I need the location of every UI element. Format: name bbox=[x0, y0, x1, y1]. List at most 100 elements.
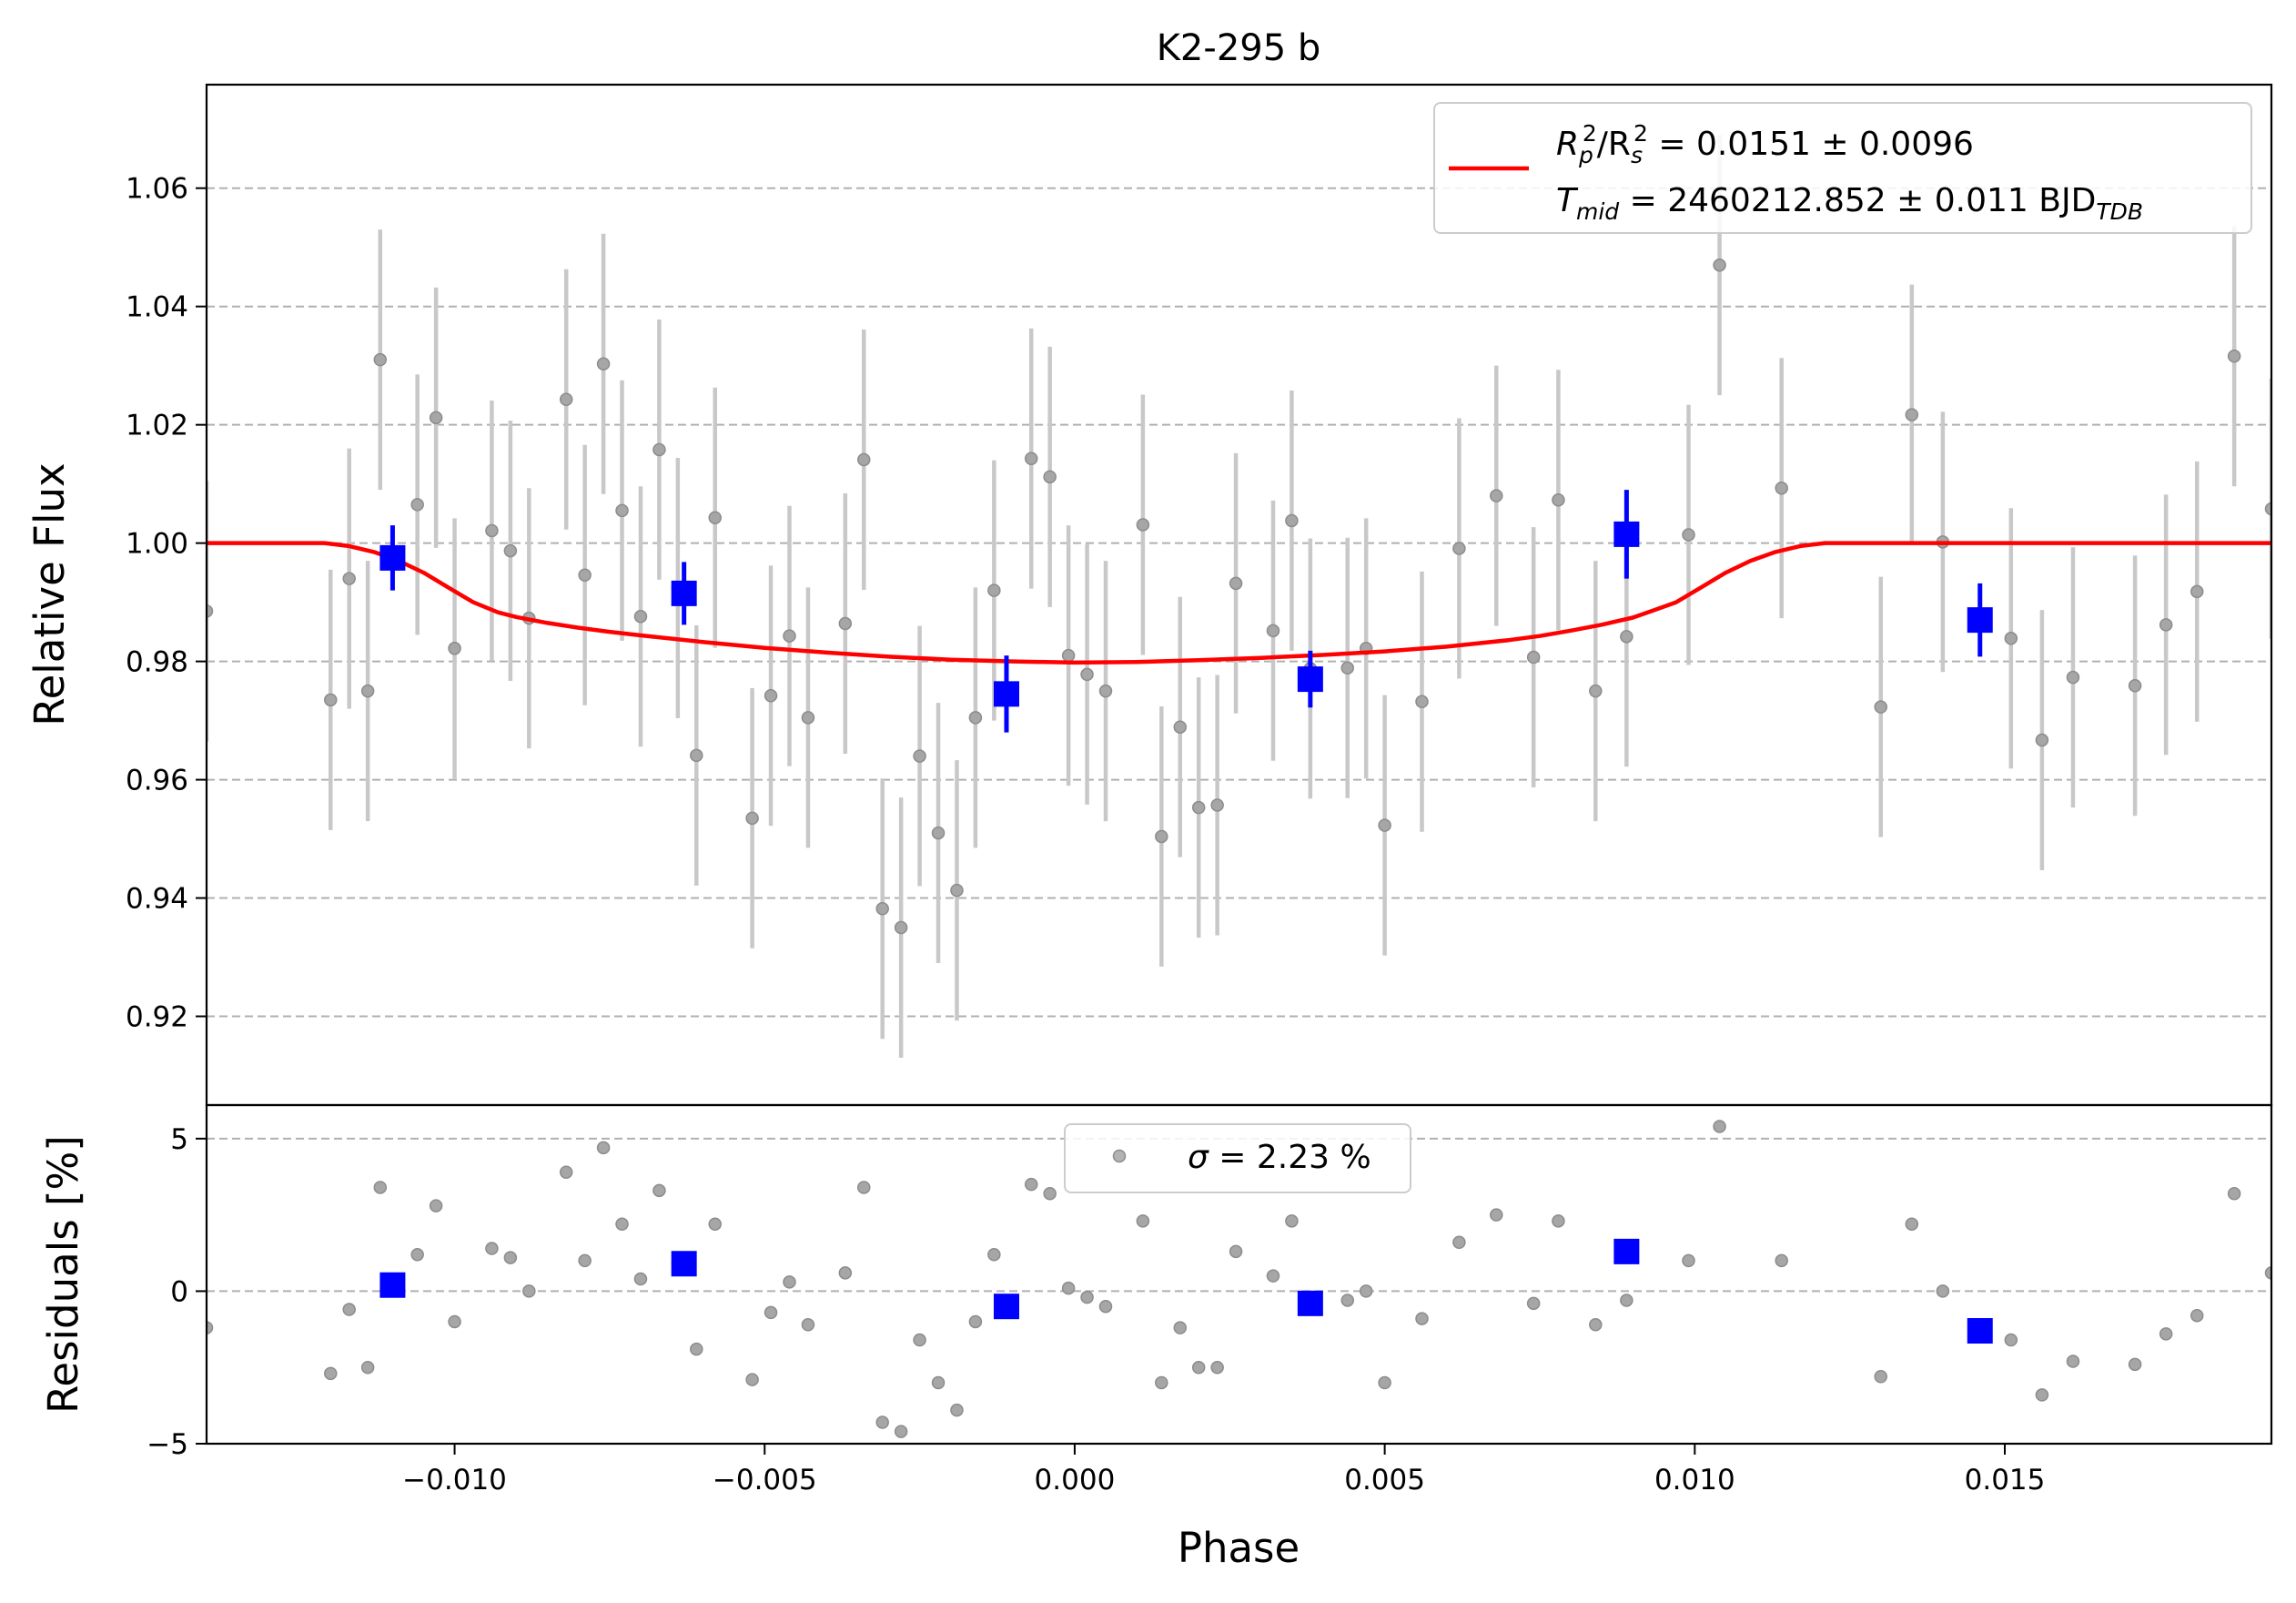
residual-point bbox=[373, 1181, 388, 1194]
binned-residual-point bbox=[1967, 1318, 1993, 1344]
flux-point bbox=[838, 616, 853, 631]
residual-point bbox=[1378, 1375, 1391, 1390]
residual-point bbox=[1490, 1208, 1503, 1222]
flux-point bbox=[801, 711, 815, 725]
binned-residual-point bbox=[379, 1272, 406, 1298]
residual-point bbox=[913, 1333, 926, 1347]
residuals-y-axis-label: Residuals [%] bbox=[39, 1135, 87, 1414]
residual-point bbox=[2004, 1333, 2018, 1347]
residual-point bbox=[1526, 1296, 1541, 1311]
legend-residual-marker bbox=[1112, 1149, 1127, 1163]
residual-point bbox=[1775, 1253, 1788, 1268]
flux-point bbox=[1061, 648, 1076, 663]
flux-point bbox=[783, 629, 796, 643]
flux-y-tick-label: 1.04 bbox=[126, 291, 188, 324]
flux-legend-box bbox=[1433, 102, 2252, 234]
flux-y-tick-label: 1.06 bbox=[126, 173, 188, 206]
residual-point bbox=[1191, 1360, 1206, 1375]
flux-y-tick-label: 1.00 bbox=[126, 528, 188, 561]
residual-point bbox=[987, 1247, 1001, 1262]
x-axis-label: Phase bbox=[1178, 1524, 1300, 1572]
residuals-legend-box bbox=[1064, 1123, 1411, 1193]
binned-residual-point bbox=[1613, 1238, 1640, 1264]
flux-y-tick-label: 0.94 bbox=[126, 883, 188, 916]
flux-point bbox=[1136, 518, 1150, 532]
residuals-legend: σ = 2.23 % bbox=[1064, 1123, 1411, 1193]
flux-point bbox=[1775, 481, 1788, 495]
flux-point bbox=[894, 920, 908, 935]
residual-point bbox=[1061, 1281, 1076, 1295]
residual-point bbox=[1713, 1120, 1726, 1133]
residual-point bbox=[578, 1253, 592, 1268]
flux-point bbox=[2190, 584, 2204, 599]
residual-point bbox=[1173, 1321, 1188, 1334]
flux-point bbox=[1526, 650, 1541, 665]
residual-point bbox=[764, 1305, 778, 1320]
residual-point bbox=[1359, 1284, 1373, 1298]
binned-residual-points bbox=[379, 1238, 1993, 1344]
residual-point bbox=[1905, 1217, 1919, 1231]
flux-point bbox=[1620, 630, 1633, 644]
flux-point bbox=[913, 749, 926, 763]
flux-point bbox=[1285, 513, 1299, 528]
residual-point bbox=[2066, 1354, 2080, 1368]
residual-point bbox=[1415, 1312, 1429, 1325]
residual-point bbox=[857, 1181, 871, 1194]
residual-point bbox=[1589, 1318, 1603, 1332]
flux-point bbox=[360, 684, 375, 698]
flux-point bbox=[1682, 528, 1695, 542]
x-tick-label: 0.010 bbox=[1654, 1464, 1735, 1496]
residual-point bbox=[1874, 1370, 1887, 1384]
flux-point bbox=[1043, 470, 1057, 484]
residual-point bbox=[522, 1284, 536, 1298]
residuals-plot-area bbox=[207, 1120, 2271, 1438]
flux-gridlines bbox=[207, 187, 2271, 1018]
residual-point bbox=[342, 1303, 356, 1316]
binned-flux-point bbox=[1613, 521, 1640, 547]
flux-point bbox=[559, 392, 573, 406]
flux-point bbox=[708, 511, 722, 524]
flux-point bbox=[633, 609, 648, 624]
x-tick-label: −0.010 bbox=[402, 1464, 507, 1496]
residual-point bbox=[931, 1375, 946, 1390]
chart-title: K2-295 b bbox=[1157, 27, 1321, 69]
flux-point bbox=[652, 442, 666, 457]
residual-point bbox=[1024, 1177, 1038, 1192]
flux-y-tick-label: 0.92 bbox=[126, 1001, 188, 1034]
residuals-axes-frame bbox=[205, 1103, 2273, 1446]
legend-sigma-text: σ = 2.23 % bbox=[1188, 1139, 1371, 1176]
residual-point bbox=[633, 1272, 648, 1286]
flux-point bbox=[503, 543, 518, 558]
residual-point bbox=[708, 1217, 722, 1231]
flux-point bbox=[2264, 502, 2271, 516]
flux-point bbox=[1490, 489, 1503, 502]
residual-point bbox=[503, 1251, 518, 1264]
flux-point bbox=[1266, 624, 1280, 638]
flux-point bbox=[1080, 667, 1094, 682]
residuals-y-ticks: −5 0 5 bbox=[147, 1123, 207, 1461]
x-tick-label: 0.005 bbox=[1344, 1464, 1425, 1496]
residual-point bbox=[559, 1165, 573, 1179]
x-tick-label: −0.005 bbox=[713, 1464, 817, 1496]
flux-y-axis-label: Relative Flux bbox=[25, 462, 74, 725]
flux-point bbox=[745, 811, 759, 826]
binned-flux-point bbox=[1967, 607, 1993, 634]
residual-point bbox=[783, 1275, 796, 1289]
flux-point bbox=[2066, 670, 2080, 685]
flux-point bbox=[764, 689, 778, 703]
residuals-y-tick-label: 0 bbox=[170, 1275, 188, 1308]
binned-residual-point bbox=[993, 1294, 1019, 1320]
flux-point bbox=[2004, 632, 2018, 645]
residual-point bbox=[652, 1183, 666, 1198]
flux-panel: 0.92 0.94 0.96 0.98 1.00 1.02 1.04 1.06 Relativ… bbox=[25, 83, 2273, 1107]
residual-point bbox=[1936, 1284, 1950, 1298]
flux-point bbox=[950, 883, 964, 898]
residuals-panel: −5 0 5 −0.010 −0.005 0.000 0.005 0.010 0.015 Re… bbox=[39, 1103, 2273, 1572]
legend-depth-text: Rp2/Rs2 = 0.0151 ± 0.0096 bbox=[1556, 120, 1974, 168]
flux-point bbox=[987, 583, 1001, 597]
residual-point bbox=[2128, 1357, 2142, 1372]
flux-point bbox=[1098, 684, 1113, 698]
residual-point bbox=[1552, 1214, 1565, 1228]
